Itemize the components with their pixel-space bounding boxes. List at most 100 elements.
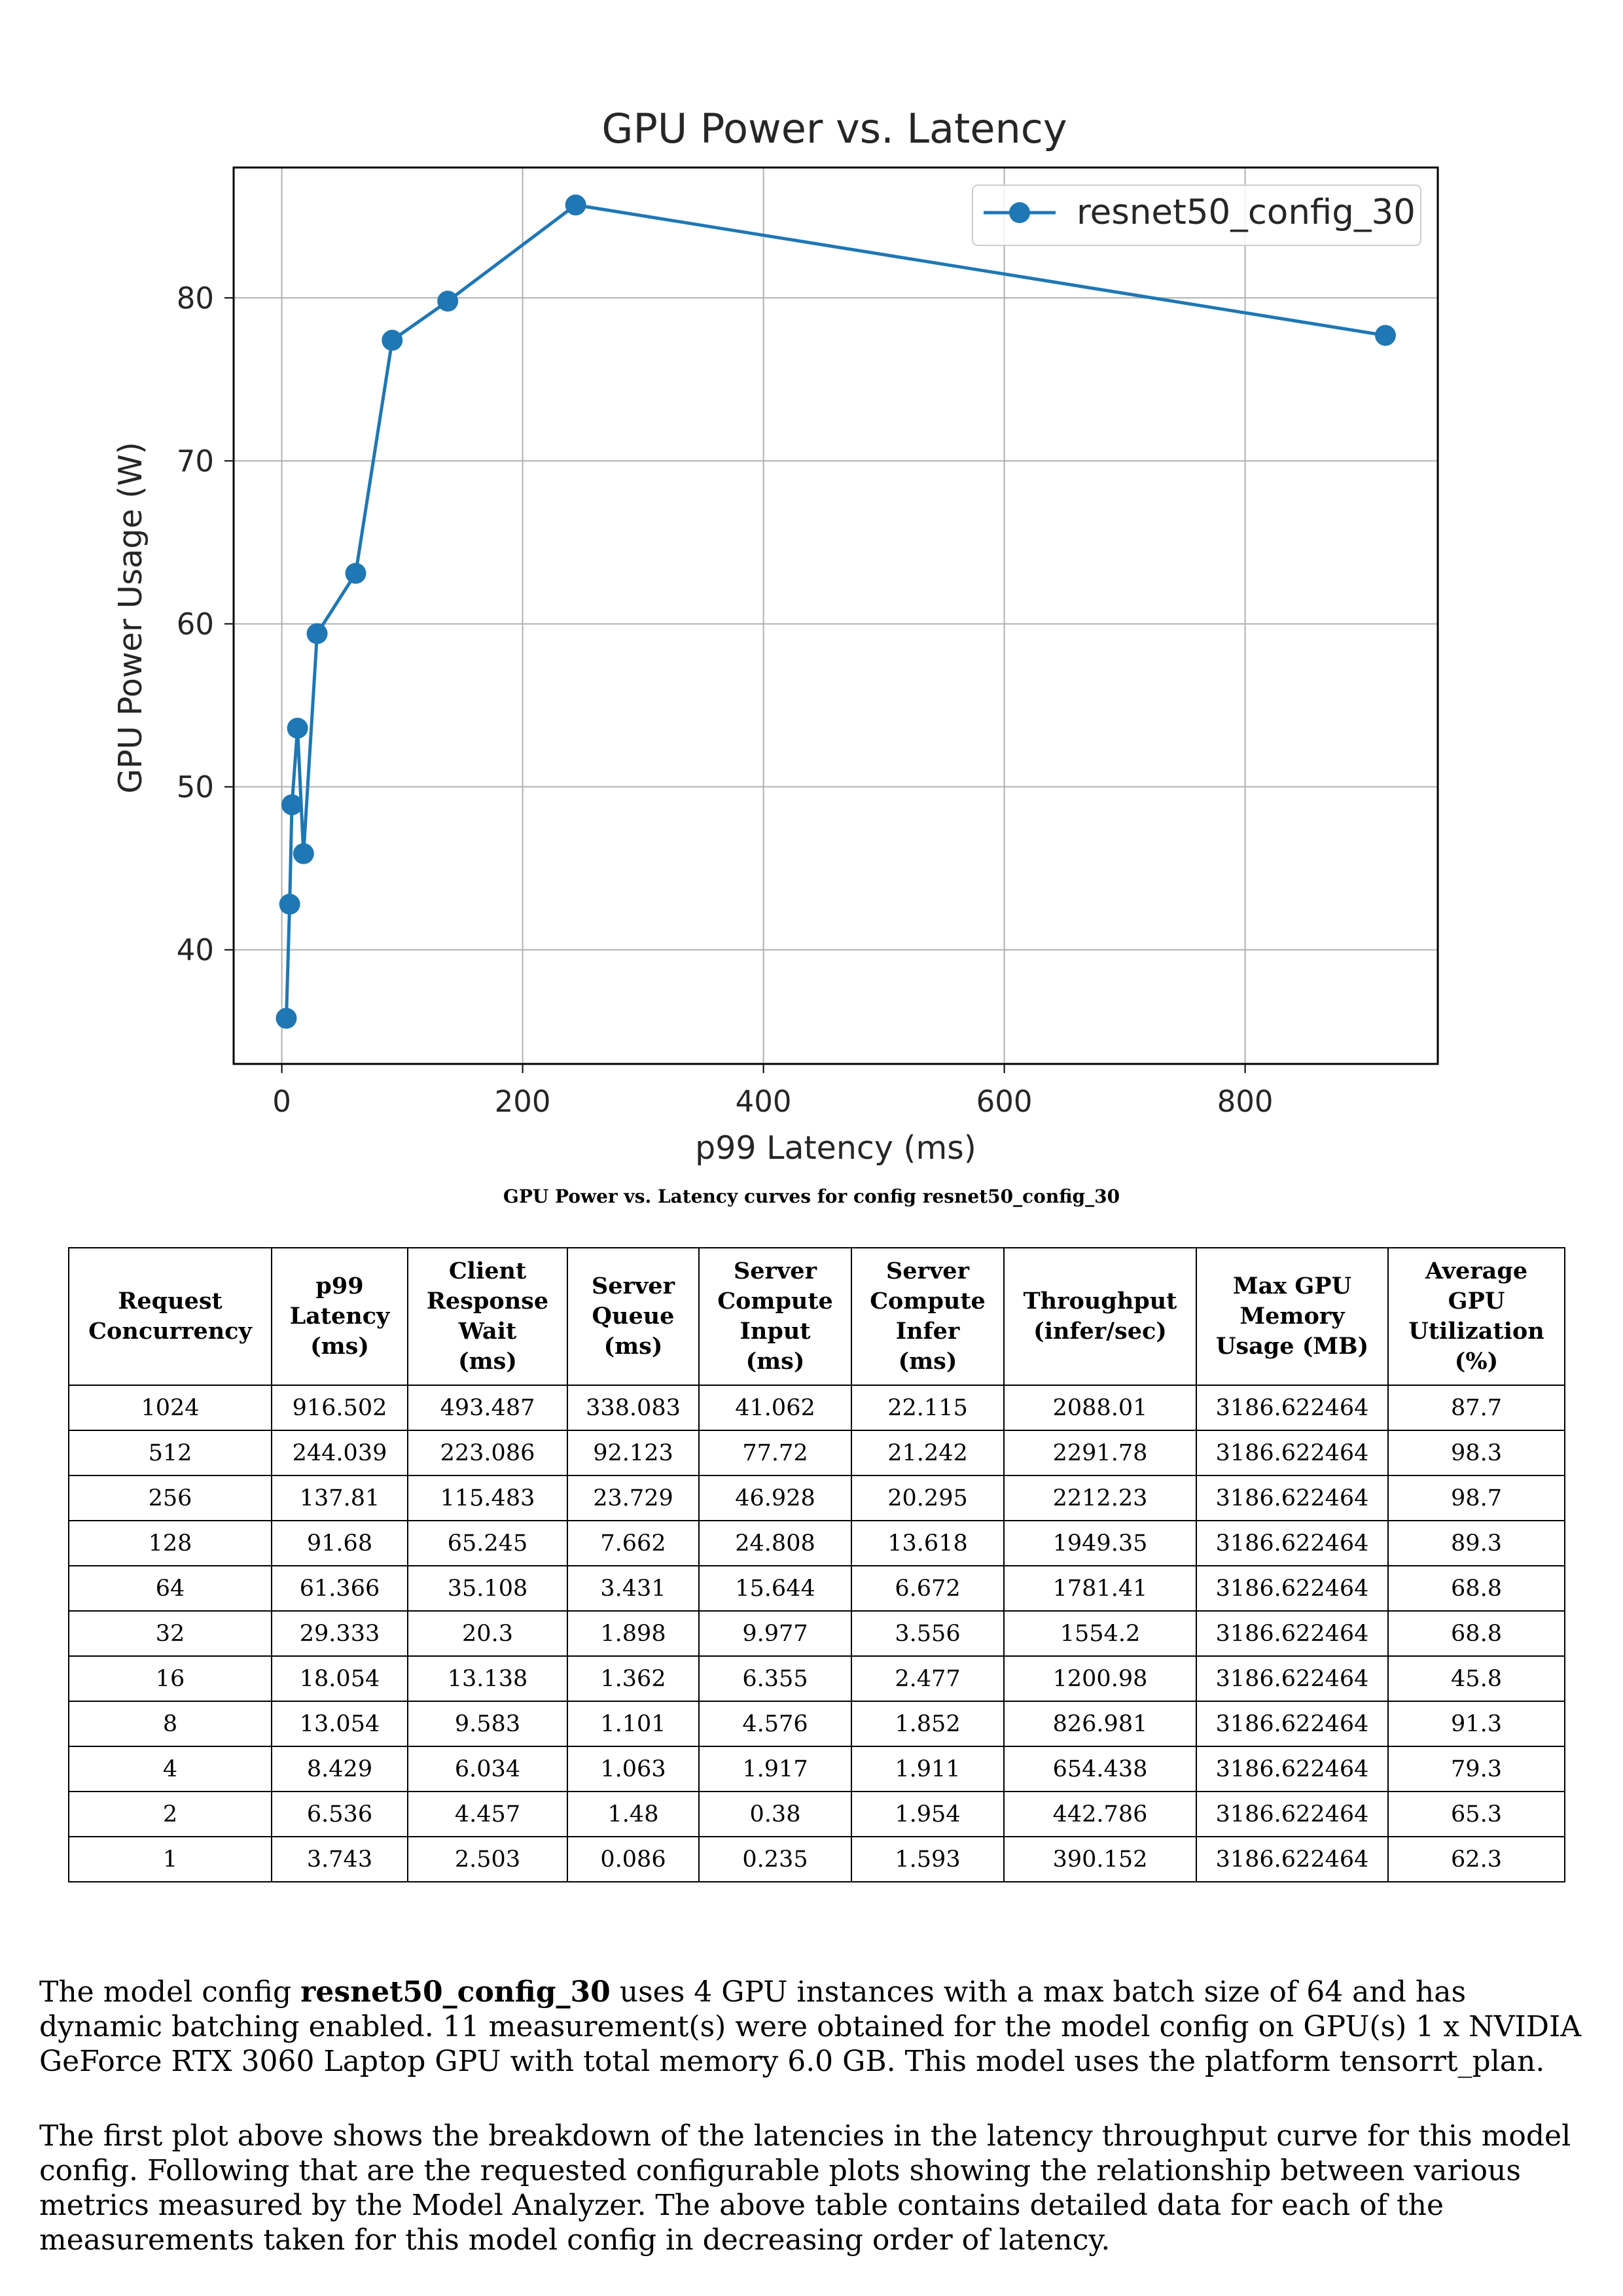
table-cell: 6.672: [851, 1565, 1005, 1612]
table-cell: 128: [68, 1520, 272, 1566]
table-cell: 2212.23: [1003, 1475, 1197, 1521]
column-header-line: Wait: [458, 1318, 517, 1345]
table-cell: 3186.622464: [1196, 1610, 1389, 1657]
table-cell: 41.062: [698, 1385, 852, 1431]
table-cell: 1.101: [567, 1701, 700, 1747]
table-cell: 3.743: [271, 1836, 408, 1882]
column-header-line: Response: [426, 1288, 549, 1315]
column-header-line: Concurrency: [88, 1318, 252, 1345]
column-header-line: Compute: [870, 1288, 986, 1315]
data-point: [565, 194, 586, 216]
x-tick-label: 0: [272, 1084, 291, 1119]
column-header-line: (ms): [898, 1348, 957, 1375]
table-cell: 65.3: [1387, 1791, 1565, 1837]
column-header-line: Average: [1425, 1258, 1528, 1284]
table-cell: 61.366: [271, 1565, 408, 1612]
table-cell: 22.115: [851, 1385, 1005, 1431]
table-cell: 3186.622464: [1196, 1430, 1389, 1476]
table-cell: 137.81: [271, 1475, 408, 1521]
column-header-line: (%): [1454, 1348, 1499, 1375]
column-header-line: Latency: [289, 1303, 390, 1330]
table-cell: 32: [68, 1610, 272, 1657]
y-tick-label: 80: [177, 281, 214, 315]
x-tick-label: 600: [976, 1084, 1033, 1119]
column-header: p99 Latency (ms): [271, 1247, 408, 1386]
table-cell: 20.295: [851, 1475, 1005, 1521]
table-row: 256 137.81 115.483 23.729 46.928 20.295 2212.2…: [68, 1475, 1565, 1521]
table-cell: 826.981: [1003, 1701, 1197, 1747]
table-cell: 2.477: [851, 1655, 1005, 1702]
column-header-line: (ms): [458, 1348, 517, 1375]
table-row: 16 18.054 13.138 1.362 6.355 2.477 1200.98 3186…: [68, 1655, 1565, 1702]
table-cell: 916.502: [271, 1385, 408, 1431]
column-header-line: Client: [448, 1258, 527, 1284]
column-header: Client Response Wait (ms): [407, 1247, 568, 1386]
column-header: Max GPU Memory Usage (MB): [1196, 1247, 1389, 1386]
table-cell: 87.7: [1387, 1385, 1565, 1431]
plot-frame: [232, 166, 1439, 1065]
y-tick-label: 40: [177, 933, 214, 968]
column-header-line: Usage (MB): [1215, 1333, 1369, 1360]
table-row: 512 244.039 223.086 92.123 77.72 21.242 2291.7…: [68, 1430, 1565, 1476]
x-tick-label: 400: [736, 1084, 792, 1119]
x-axis-label: p99 Latency (ms): [695, 1129, 976, 1167]
table-cell: 1781.41: [1003, 1565, 1197, 1612]
chart-title: GPU Power vs. Latency: [601, 105, 1067, 152]
table-cell: 21.242: [851, 1430, 1005, 1476]
table-cell: 1: [68, 1836, 272, 1882]
table-cell: 7.662: [567, 1520, 700, 1566]
table-row: 8 13.054 9.583 1.101 4.576 1.852 826.981 3186.6…: [68, 1701, 1565, 1747]
table-cell: 45.8: [1387, 1655, 1565, 1702]
table-cell: 442.786: [1003, 1791, 1197, 1837]
table-row: 32 29.333 20.3 1.898 9.977 3.556 1554.2 3186.62…: [68, 1610, 1565, 1657]
table-cell: 68.8: [1387, 1565, 1565, 1612]
table-cell: 98.3: [1387, 1430, 1565, 1476]
column-header: Throughput (infer/sec): [1003, 1247, 1197, 1386]
table-cell: 16: [68, 1655, 272, 1702]
column-header-line: GPU: [1448, 1288, 1505, 1315]
x-tick-label: 200: [495, 1084, 551, 1119]
table-cell: 1.954: [851, 1791, 1005, 1837]
table-cell: 654.438: [1003, 1746, 1197, 1792]
data-point: [281, 794, 303, 815]
table-cell: 1200.98: [1003, 1655, 1197, 1702]
data-point: [437, 291, 459, 312]
table-cell: 3186.622464: [1196, 1746, 1389, 1792]
table-cell: 77.72: [698, 1430, 852, 1476]
table-cell: 65.245: [407, 1520, 568, 1566]
table-cell: 6.355: [698, 1655, 852, 1702]
data-point: [382, 330, 403, 351]
y-tick-label: 60: [177, 607, 214, 641]
data-point: [287, 717, 308, 739]
table-cell: 244.039: [271, 1430, 408, 1476]
model-config-description: The model config resnet50_config_30 uses…: [39, 1975, 1597, 2079]
table-cell: 493.487: [407, 1385, 568, 1431]
table-cell: 1024: [68, 1385, 272, 1431]
table-cell: 3.556: [851, 1610, 1005, 1657]
table-cell: 0.086: [567, 1836, 700, 1882]
data-point: [279, 893, 300, 915]
grid: [234, 168, 1438, 1064]
column-header: Request Concurrency: [68, 1247, 272, 1386]
table-cell: 64: [68, 1565, 272, 1612]
column-header-line: Max GPU: [1232, 1273, 1352, 1299]
table-cell: 3186.622464: [1196, 1385, 1389, 1431]
table-cell: 23.729: [567, 1475, 700, 1521]
table-row: 2 6.536 4.457 1.48 0.38 1.954 442.786 3186.6224…: [68, 1791, 1565, 1837]
column-header-line: p99: [315, 1273, 364, 1299]
table-cell: 2088.01: [1003, 1385, 1197, 1431]
table-row: 128 91.68 65.245 7.662 24.808 13.618 1949.35 31…: [68, 1520, 1565, 1566]
y-axis-label: GPU Power Usage (W): [112, 442, 149, 794]
column-header-line: Throughput: [1023, 1288, 1177, 1315]
data-point: [293, 843, 314, 864]
x-tick-label: 800: [1217, 1084, 1274, 1119]
table-cell: 1.911: [851, 1746, 1005, 1792]
data-point: [345, 563, 366, 584]
table-cell: 1.898: [567, 1610, 700, 1657]
table-cell: 29.333: [271, 1610, 408, 1657]
series-line: [285, 203, 1386, 1019]
table-cell: 20.3: [407, 1610, 568, 1657]
data-point: [1374, 325, 1396, 346]
column-header-line: Server: [885, 1258, 970, 1284]
table-cell: 1.362: [567, 1655, 700, 1702]
